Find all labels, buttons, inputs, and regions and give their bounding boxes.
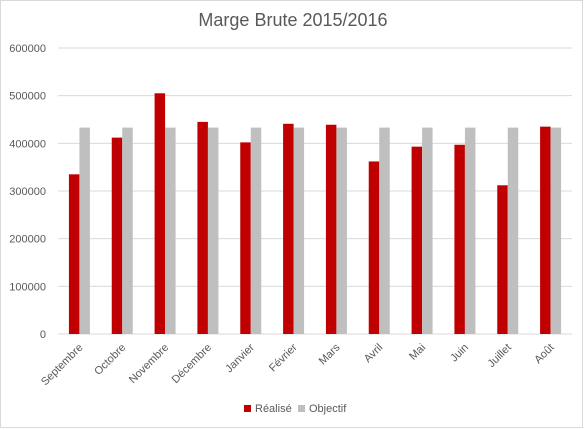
- x-tick-label: Janvier: [223, 341, 257, 375]
- y-axis-ticks: 0 100000 200000 300000 400000 500000 600000: [9, 43, 46, 341]
- chart-title: Marge Brute 2015/2016: [198, 10, 387, 30]
- bar-realise: [497, 185, 508, 334]
- bar-realise: [540, 126, 551, 335]
- y-tick-label: 600000: [9, 43, 46, 55]
- bar-objectif: [207, 127, 219, 334]
- bar-realise: [154, 93, 166, 335]
- bar-objectif: [250, 127, 262, 334]
- x-tick-label: Septembre: [39, 342, 86, 389]
- y-tick-label: 400000: [9, 138, 46, 150]
- x-tick-label: Mai: [407, 342, 428, 363]
- y-tick-label: 300000: [9, 186, 46, 198]
- y-tick-label: 100000: [9, 281, 46, 293]
- bar-objectif: [293, 127, 305, 334]
- bar-objectif: [79, 127, 90, 334]
- legend-swatch-objectif: [298, 405, 305, 412]
- x-tick-label: Décembre: [170, 342, 214, 386]
- bar-objectif: [379, 127, 390, 334]
- x-tick-label: Août: [532, 342, 556, 366]
- bars: [68, 93, 562, 335]
- x-tick-label: Novembre: [127, 342, 171, 386]
- bar-objectif: [507, 127, 519, 334]
- bar-objectif: [165, 127, 176, 334]
- x-tick-label: Mars: [317, 341, 343, 367]
- x-tick-label: Octobre: [92, 342, 128, 378]
- legend: Réalisé Objectif: [244, 403, 347, 415]
- bar-objectif: [422, 127, 433, 334]
- bar-objectif: [122, 127, 133, 334]
- bar-objectif: [550, 127, 562, 334]
- bar-objectif: [464, 127, 476, 334]
- bar-realise: [197, 121, 208, 334]
- x-tick-label: Juin: [448, 342, 471, 365]
- y-tick-label: 200000: [9, 234, 46, 246]
- legend-label-objectif: Objectif: [309, 403, 347, 415]
- legend-label-realise: Réalisé: [255, 403, 292, 415]
- bar-realise: [454, 144, 465, 334]
- legend-swatch-realise: [244, 405, 251, 412]
- gridlines: [58, 47, 572, 335]
- bar-realise: [411, 146, 423, 334]
- bar-realise: [283, 123, 294, 334]
- y-tick-label: 500000: [9, 91, 46, 103]
- bar-realise: [325, 124, 337, 334]
- bar-realise: [111, 137, 123, 334]
- x-tick-label: Février: [267, 341, 300, 374]
- bar-realise: [68, 174, 80, 334]
- bar-realise: [368, 161, 380, 334]
- bar-objectif: [336, 127, 347, 334]
- bar-realise: [240, 142, 251, 334]
- y-tick-label: 0: [40, 329, 46, 341]
- x-tick-label: Avril: [362, 342, 385, 365]
- x-tick-label: Juillet: [485, 342, 513, 370]
